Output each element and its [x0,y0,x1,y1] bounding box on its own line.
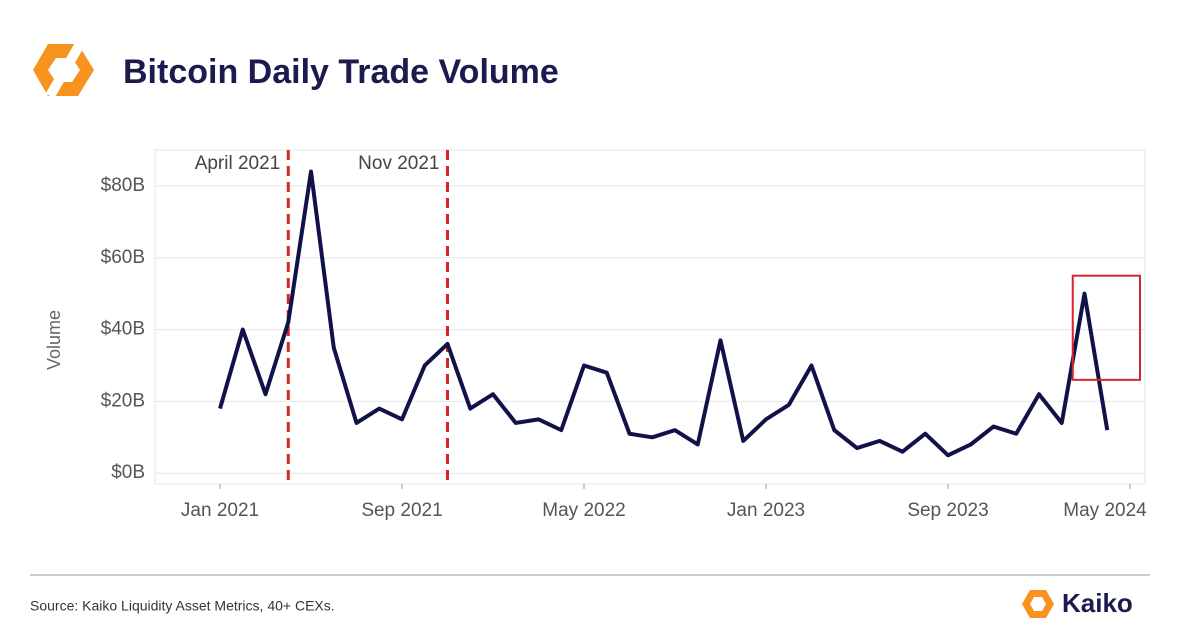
x-tick-label: May 2022 [542,500,625,521]
y-tick-label: $60B [101,247,145,268]
x-tick-label: Sep 2023 [907,500,988,521]
x-tick-label: May 2024 [1063,500,1147,521]
logo [33,41,94,99]
x-tick-label: Jan 2021 [181,500,259,521]
x-tick-label: Sep 2021 [361,500,442,521]
y-tick-label: $20B [101,390,145,411]
highlight-box [1071,274,1141,381]
y-tick-label: $0B [111,462,145,483]
footer-logo [1022,590,1054,618]
volume-line [218,169,1110,458]
y-axis-label: Volume [44,310,64,370]
y-tick-label: $40B [101,319,145,340]
plot-area [154,149,1146,485]
y-tick-label: $80B [101,175,145,196]
event-label: April 2021 [195,153,281,174]
event-label: Nov 2021 [358,153,439,174]
x-tick-label: Jan 2023 [727,500,805,521]
source: Source: Kaiko Liquidity Asset Metrics, 4… [30,598,335,614]
brand: Kaiko [1062,588,1133,618]
chart-title: Bitcoin Daily Trade Volume [123,53,559,91]
plot: $0B $20B $40B $60B $80B Jan 2021 Sep 2021 May 2… [101,149,1147,521]
